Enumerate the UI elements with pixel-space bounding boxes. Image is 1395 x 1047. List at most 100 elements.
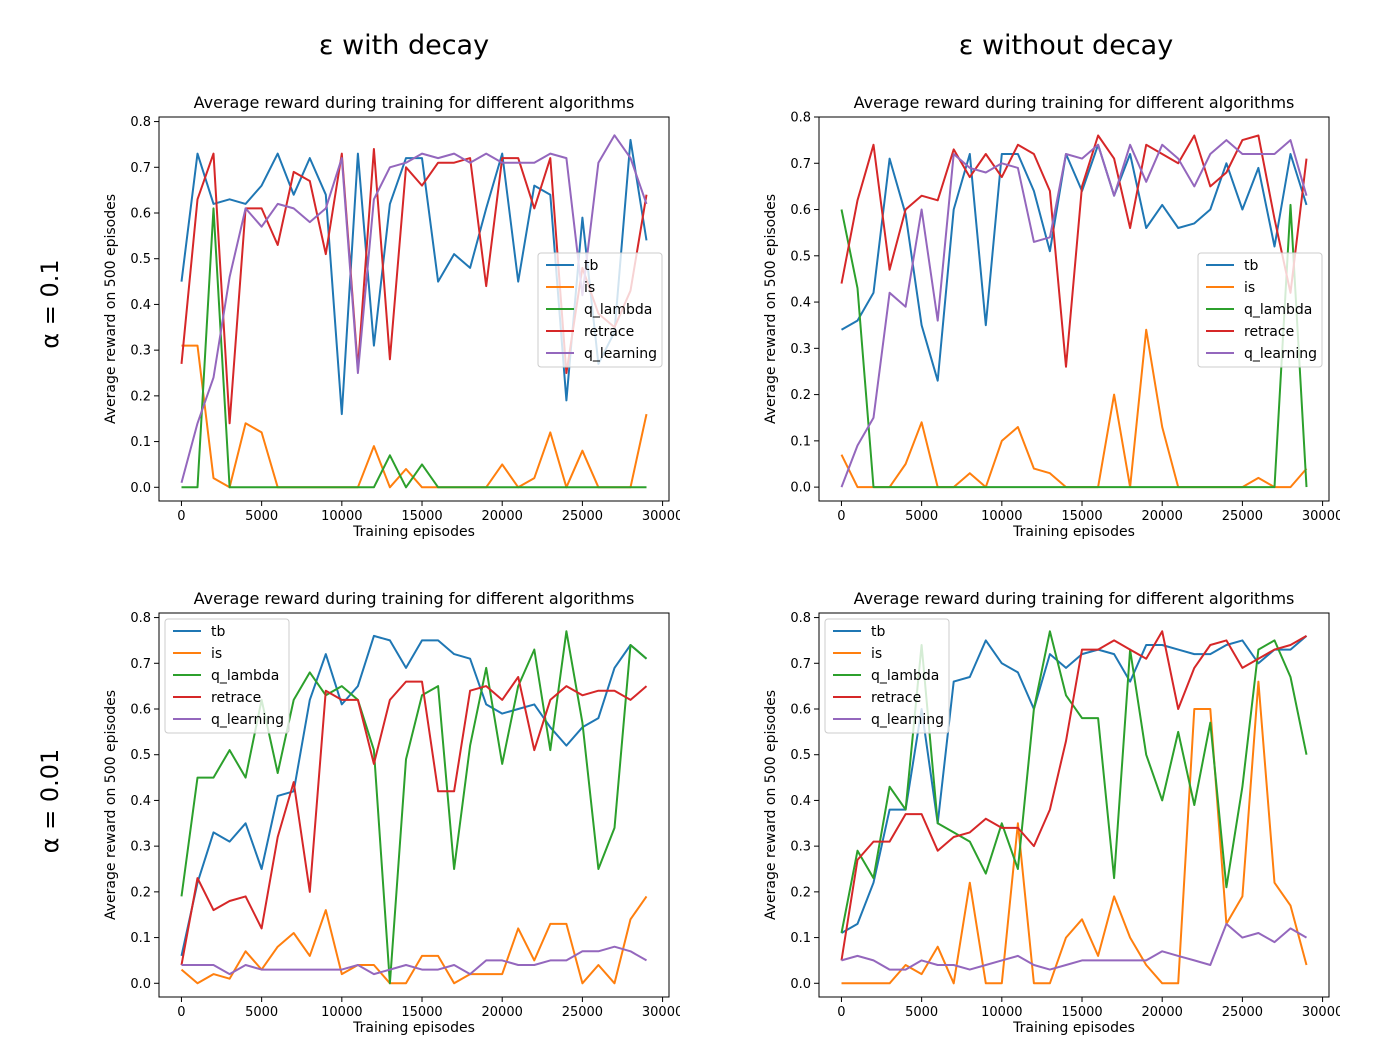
x-tick-label: 30000 bbox=[1302, 1005, 1340, 1020]
x-tick-label: 20000 bbox=[1142, 1005, 1183, 1020]
chart-title: Average reward during training for diffe… bbox=[194, 589, 635, 608]
legend-label-q_lambda: q_lambda bbox=[211, 668, 279, 684]
y-tick-label: 0.3 bbox=[130, 840, 151, 855]
x-tick-label: 0 bbox=[837, 509, 845, 524]
y-tick-label: 0.2 bbox=[790, 885, 811, 900]
x-axis-label: Training episodes bbox=[352, 524, 475, 540]
y-axis-label: Average reward on 500 episodes bbox=[763, 194, 779, 424]
y-tick-label: 0.4 bbox=[790, 296, 811, 311]
x-tick-label: 5000 bbox=[905, 509, 938, 524]
x-tick-label: 25000 bbox=[562, 509, 603, 524]
y-tick-label: 0.5 bbox=[790, 249, 811, 264]
y-tick-label: 0.7 bbox=[130, 657, 151, 672]
y-tick-label: 0.1 bbox=[130, 931, 151, 946]
x-tick-label: 0 bbox=[177, 509, 185, 524]
x-tick-label: 15000 bbox=[401, 1005, 442, 1020]
plot-frame bbox=[818, 612, 1330, 998]
series-line-q_lambda bbox=[181, 207, 647, 489]
x-tick-label: 25000 bbox=[562, 1005, 603, 1020]
legend-label-retrace: retrace bbox=[584, 324, 634, 340]
x-tick-label: 0 bbox=[177, 1005, 185, 1020]
plot-frame bbox=[158, 116, 670, 502]
legend-label-tb: tb bbox=[211, 624, 225, 640]
series-line-q_lambda bbox=[840, 203, 1308, 489]
chart-panel-bottom-right: Average reward during training for diffe… bbox=[763, 589, 1340, 1036]
series-group bbox=[840, 134, 1308, 489]
legend-label-q_learning: q_learning bbox=[871, 712, 944, 728]
x-tick-label: 30000 bbox=[642, 1005, 680, 1020]
legend-label-q_learning: q_learning bbox=[584, 346, 657, 362]
legend-label-is: is bbox=[871, 646, 882, 662]
x-tick-label: 20000 bbox=[482, 509, 523, 524]
series-line-retrace bbox=[840, 630, 1307, 961]
x-tick-label: 30000 bbox=[1302, 509, 1340, 524]
x-axis-label: Training episodes bbox=[1012, 1020, 1135, 1036]
x-tick-label: 10000 bbox=[981, 509, 1022, 524]
x-tick-label: 20000 bbox=[482, 1005, 523, 1020]
x-tick-label: 25000 bbox=[1222, 509, 1263, 524]
series-line-q_learning bbox=[840, 139, 1308, 488]
y-tick-label: 0.4 bbox=[130, 298, 151, 313]
x-tick-label: 20000 bbox=[1142, 509, 1183, 524]
legend-label-is: is bbox=[1244, 280, 1255, 296]
y-tick-label: 0.0 bbox=[790, 481, 811, 496]
chart-title: Average reward during training for diffe… bbox=[854, 93, 1295, 112]
plot-frame bbox=[818, 116, 1330, 502]
y-axis-label: Average reward on 500 episodes bbox=[763, 690, 779, 920]
series-line-is bbox=[841, 680, 1308, 985]
series-group bbox=[180, 630, 648, 985]
x-tick-label: 15000 bbox=[401, 509, 442, 524]
legend-frame bbox=[1197, 252, 1323, 368]
y-tick-label: 0.3 bbox=[790, 840, 811, 855]
row-label-alpha-0.1: α = 0.1 bbox=[36, 259, 64, 349]
series-line-q_learning bbox=[841, 922, 1307, 971]
series-line-tb bbox=[841, 143, 1308, 382]
y-tick-label: 0.6 bbox=[130, 703, 151, 718]
y-tick-label: 0.4 bbox=[130, 794, 151, 809]
plot-frame bbox=[158, 612, 670, 998]
y-axis-label: Average reward on 500 episodes bbox=[103, 194, 119, 424]
chart-panel-top-left: Average reward during training for diffe… bbox=[103, 93, 680, 540]
x-tick-label: 30000 bbox=[642, 509, 680, 524]
legend-frame bbox=[537, 252, 663, 368]
y-tick-label: 0.3 bbox=[790, 342, 811, 357]
y-tick-label: 0.5 bbox=[130, 252, 151, 267]
y-tick-label: 0.8 bbox=[130, 115, 151, 130]
y-tick-label: 0.2 bbox=[130, 389, 151, 404]
column-header-no-decay: ε without decay bbox=[958, 30, 1174, 61]
legend-label-tb: tb bbox=[871, 624, 885, 640]
legend-frame bbox=[824, 618, 950, 734]
y-tick-label: 0.1 bbox=[130, 435, 151, 450]
legend-label-retrace: retrace bbox=[871, 690, 921, 706]
y-tick-label: 0.8 bbox=[130, 611, 151, 626]
series-line-retrace bbox=[180, 676, 648, 966]
legend-label-q_lambda: q_lambda bbox=[1244, 302, 1312, 318]
y-tick-label: 0.0 bbox=[130, 481, 151, 496]
legend-label-retrace: retrace bbox=[1244, 324, 1294, 340]
y-tick-label: 0.1 bbox=[790, 931, 811, 946]
y-tick-label: 0.6 bbox=[790, 203, 811, 218]
y-tick-label: 0.8 bbox=[790, 611, 811, 626]
x-tick-label: 5000 bbox=[245, 509, 278, 524]
x-tick-label: 10000 bbox=[321, 509, 362, 524]
x-axis-label: Training episodes bbox=[352, 1020, 475, 1036]
y-tick-label: 0.7 bbox=[790, 157, 811, 172]
series-line-is bbox=[181, 344, 648, 489]
series-line-is bbox=[180, 895, 648, 985]
y-tick-label: 0.2 bbox=[790, 388, 811, 403]
x-tick-label: 10000 bbox=[981, 1005, 1022, 1020]
column-header-decay: ε with decay bbox=[318, 30, 490, 61]
y-tick-label: 0.0 bbox=[790, 977, 811, 992]
x-tick-label: 5000 bbox=[905, 1005, 938, 1020]
legend-label-retrace: retrace bbox=[211, 690, 261, 706]
x-axis-label: Training episodes bbox=[1012, 524, 1135, 540]
legend-label-tb: tb bbox=[1244, 258, 1258, 274]
y-tick-label: 0.4 bbox=[790, 794, 811, 809]
x-tick-label: 5000 bbox=[245, 1005, 278, 1020]
legend-frame bbox=[164, 618, 290, 734]
x-tick-label: 0 bbox=[837, 1005, 845, 1020]
y-tick-label: 0.5 bbox=[790, 748, 811, 763]
